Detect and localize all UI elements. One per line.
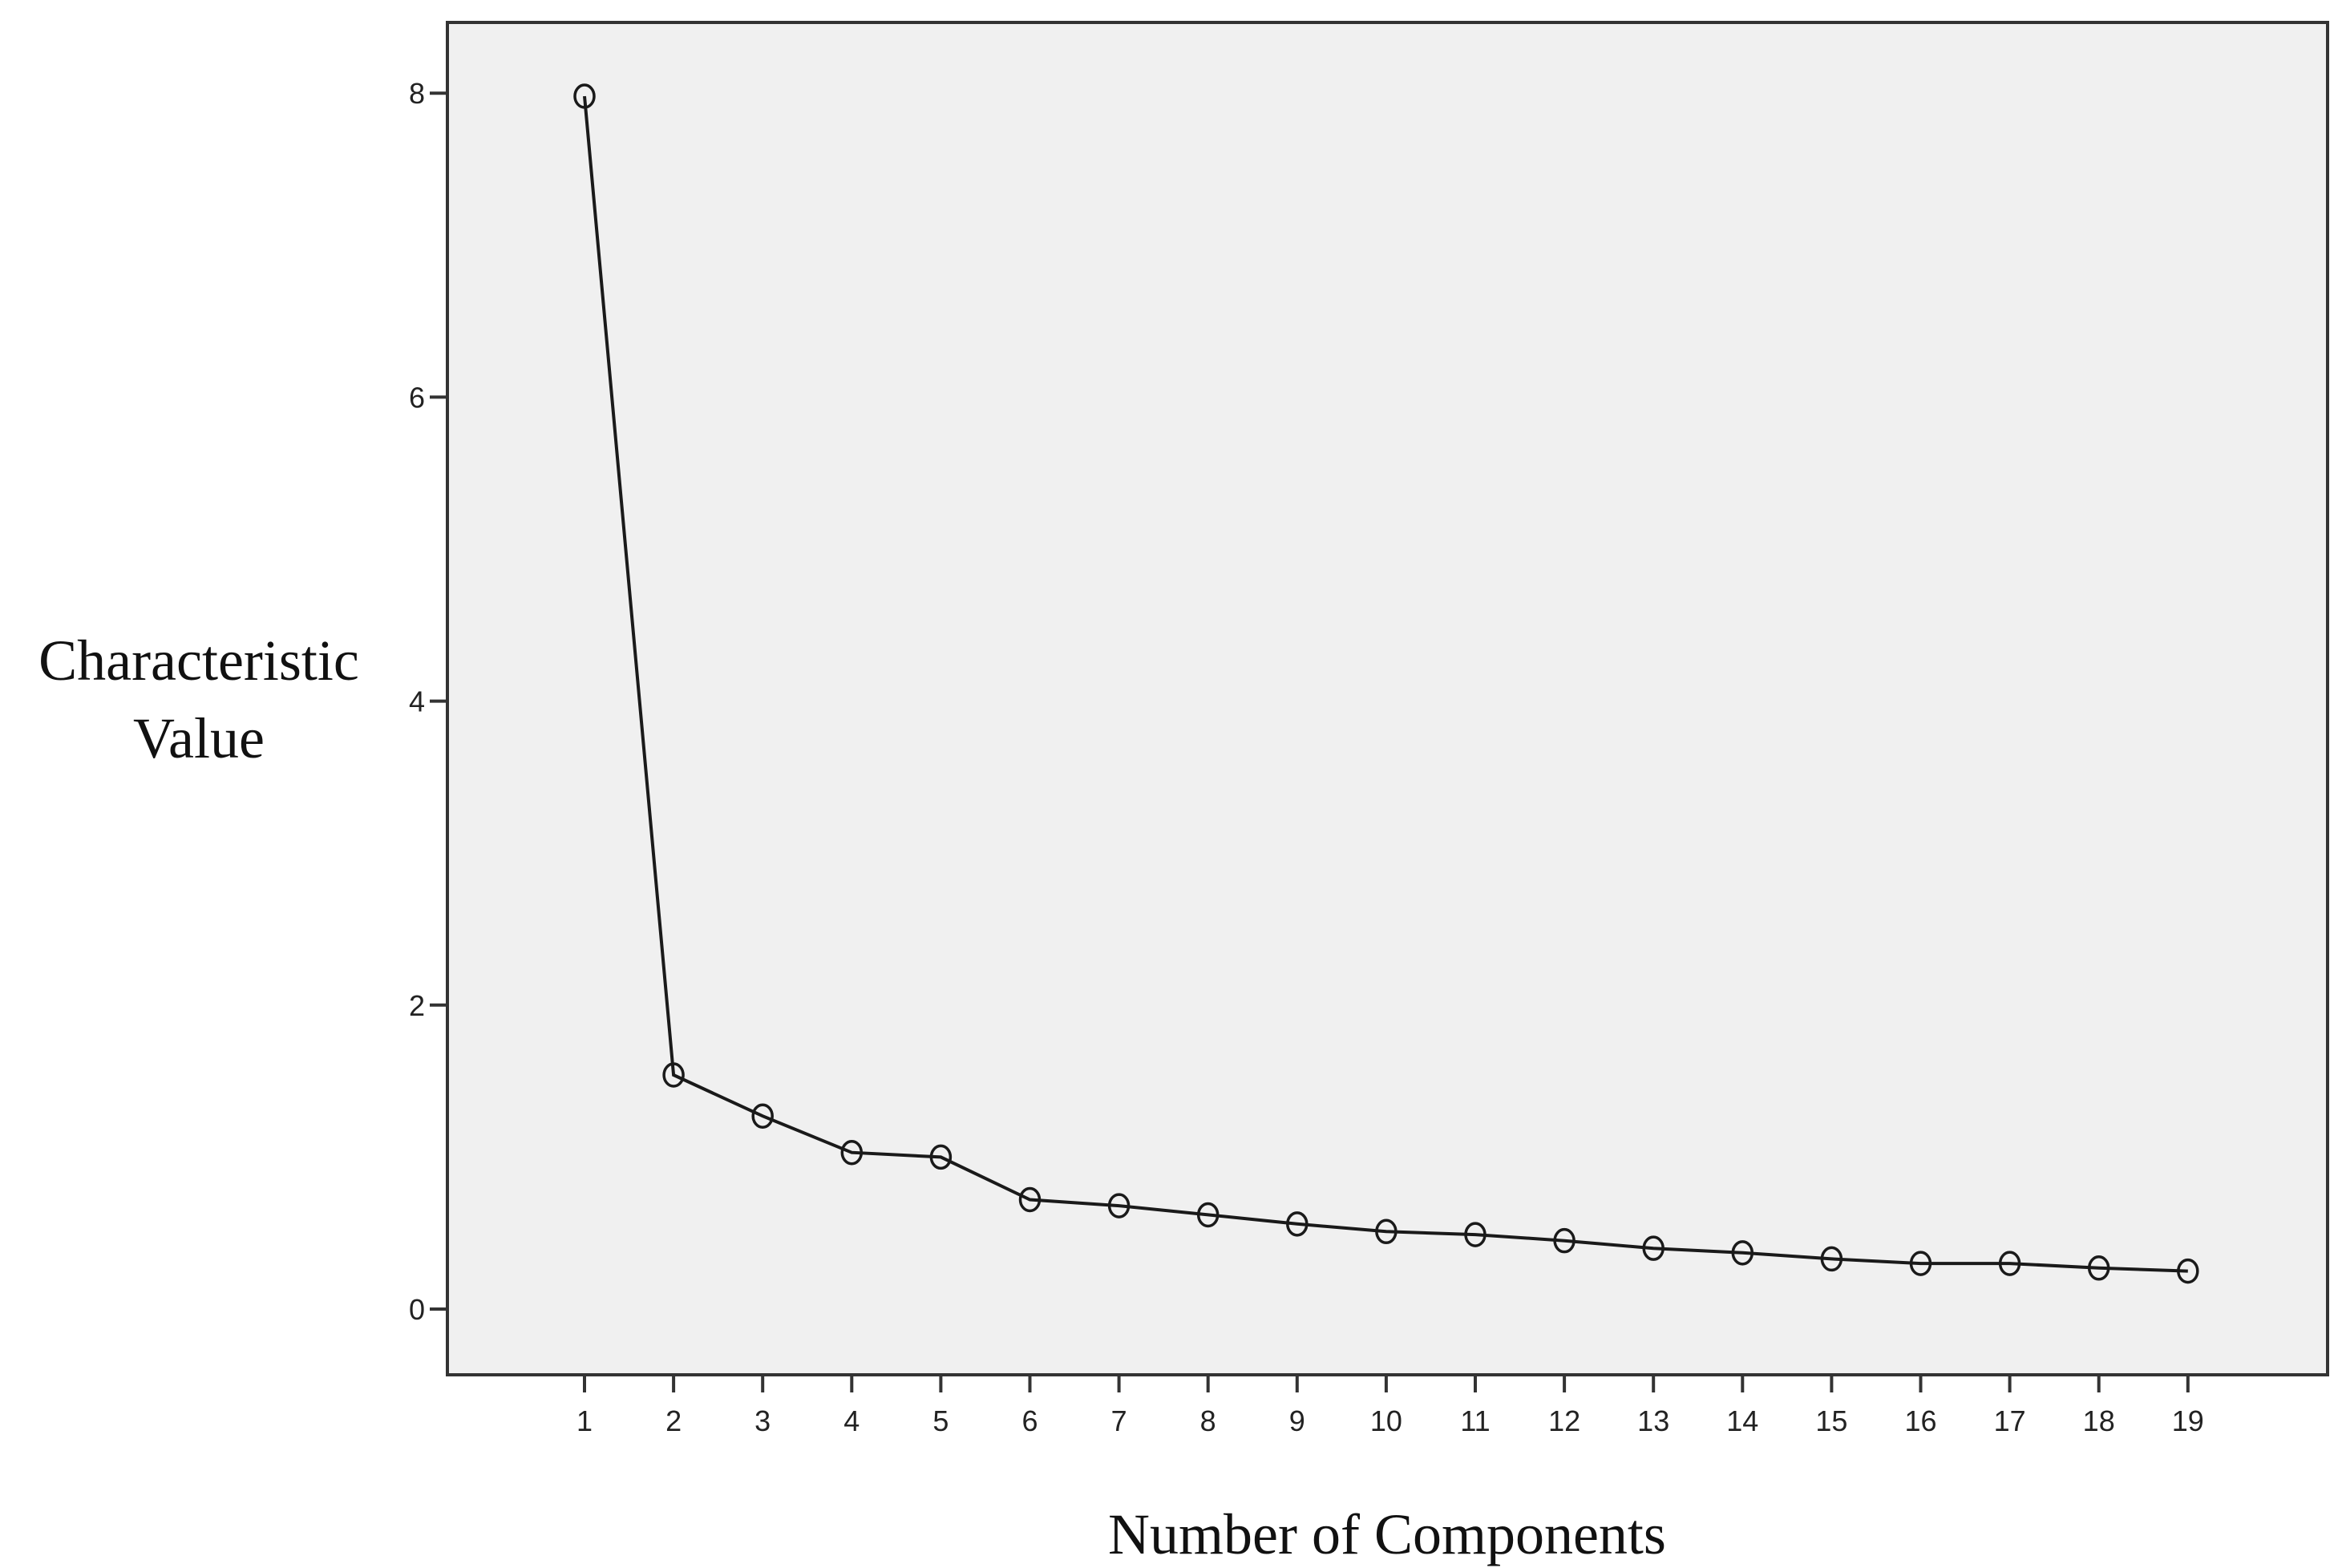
data-point <box>1553 1227 1576 1254</box>
x-tick-label: 13 <box>1637 1404 1669 1437</box>
y-axis-ticks: 0 2 4 6 8 <box>409 77 447 1326</box>
data-point <box>1286 1211 1309 1237</box>
x-tick-label: 9 <box>1289 1404 1305 1437</box>
x-tick-label: 12 <box>1548 1404 1580 1437</box>
data-point <box>1375 1218 1398 1245</box>
data-point <box>751 1103 774 1129</box>
data-point-markers <box>573 83 2199 1284</box>
x-tick-label: 3 <box>754 1404 771 1437</box>
x-tick-label: 10 <box>1370 1404 1402 1437</box>
data-point <box>1909 1251 1932 1276</box>
x-tick-label: 7 <box>1111 1404 1127 1437</box>
x-tick-label: 14 <box>1726 1404 1758 1437</box>
data-point <box>1196 1202 1220 1228</box>
data-point <box>662 1062 685 1088</box>
data-point <box>1107 1193 1131 1218</box>
eigenvalue-line <box>583 95 2188 1273</box>
x-tick-label: 18 <box>2083 1404 2115 1437</box>
x-axis-label: Number of Components <box>1108 1502 1666 1566</box>
x-tick-label: 2 <box>665 1404 682 1437</box>
x-tick-label: 17 <box>1994 1404 2026 1437</box>
data-point <box>1731 1240 1754 1266</box>
y-tick-label: 6 <box>409 381 425 414</box>
x-axis-ticks: 1 2 3 4 5 6 7 8 9 10 11 12 13 14 15 16 17 18 19 <box>576 1375 2204 1437</box>
y-tick-label: 4 <box>409 685 425 718</box>
data-point <box>2087 1255 2110 1281</box>
data-point <box>840 1139 864 1166</box>
data-point <box>1018 1186 1042 1213</box>
data-point <box>1820 1246 1843 1272</box>
y-tick-label: 2 <box>409 989 425 1022</box>
x-tick-label: 4 <box>843 1404 860 1437</box>
y-axis-label-line1: Characteristic <box>38 628 359 693</box>
y-tick-label: 0 <box>409 1293 425 1326</box>
plot-area <box>446 21 2329 1376</box>
y-tick-label: 8 <box>409 77 425 110</box>
data-point <box>573 83 596 109</box>
x-tick-label: 16 <box>1904 1404 1936 1437</box>
x-tick-label: 15 <box>1815 1404 1847 1437</box>
data-point <box>2177 1258 2199 1284</box>
data-point <box>1642 1235 1665 1261</box>
data-point <box>1464 1222 1487 1247</box>
x-tick-label: 5 <box>932 1404 949 1437</box>
x-tick-label: 11 <box>1460 1404 1490 1437</box>
data-point <box>1998 1251 2021 1276</box>
x-tick-label: 19 <box>2172 1404 2204 1437</box>
y-axis-label-line2: Value <box>133 706 265 770</box>
x-tick-label: 1 <box>576 1404 593 1437</box>
data-point <box>929 1144 953 1170</box>
x-tick-label: 8 <box>1200 1404 1216 1437</box>
x-tick-label: 6 <box>1021 1404 1038 1437</box>
